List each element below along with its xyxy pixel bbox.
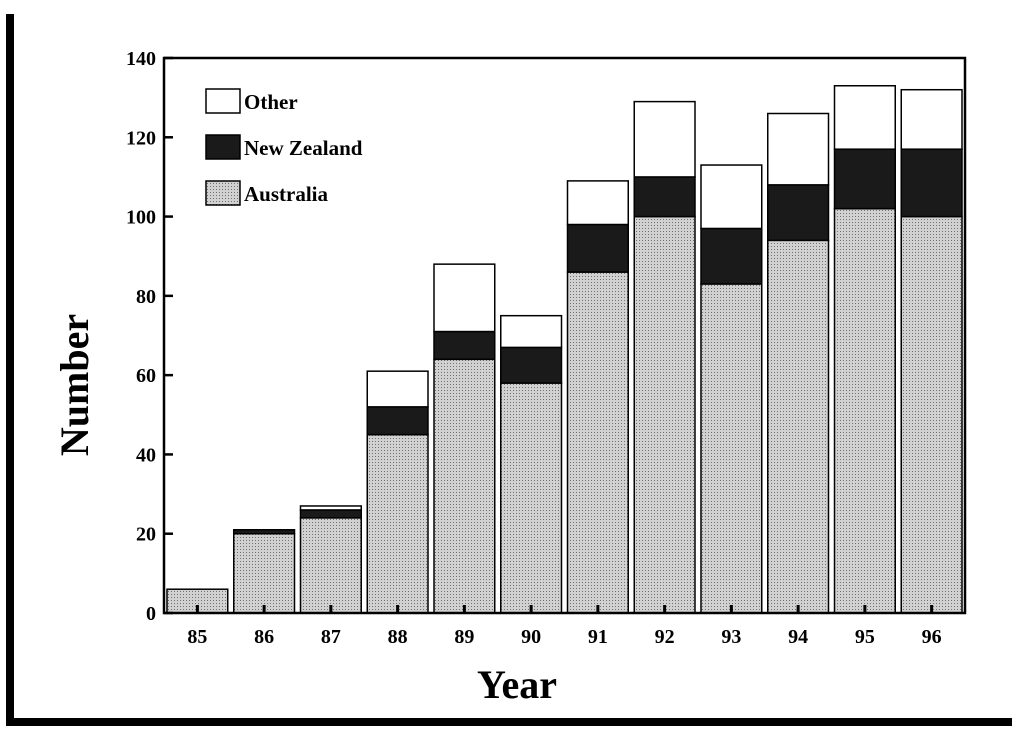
frame-bottom-border <box>6 718 1012 726</box>
x-tick-label-92: 92 <box>655 626 675 648</box>
bar-shade-australia-90 <box>500 383 562 613</box>
bar-other-94 <box>767 112 830 186</box>
bar-australia-96 <box>900 215 963 614</box>
bar-new-zealand-87 <box>299 509 362 519</box>
bar-new-zealand-92 <box>633 176 696 218</box>
bar-other-88 <box>366 370 429 408</box>
x-tick-label-93: 93 <box>721 626 741 648</box>
y-tick-label-60: 60 <box>136 365 156 387</box>
bar-shade-australia-93 <box>701 283 762 613</box>
frame-left-border <box>6 14 14 726</box>
bar-shade-australia-89 <box>434 359 495 613</box>
bar-other-93 <box>700 164 763 230</box>
bar-shade-australia-88 <box>367 434 428 613</box>
bar-other-92 <box>633 100 696 178</box>
x-tick-label-88: 88 <box>388 626 408 648</box>
bar-shade-australia-95 <box>834 208 896 613</box>
bar-new-zealand-90 <box>500 346 563 384</box>
bar-other-95 <box>833 85 896 150</box>
bar-other-90 <box>500 314 563 349</box>
bar-australia-88 <box>366 433 429 614</box>
bar-australia-89 <box>433 358 496 614</box>
bar-new-zealand-95 <box>833 148 896 210</box>
x-tick-label-86: 86 <box>254 626 274 648</box>
bar-shade-australia-86 <box>233 533 295 613</box>
bar-new-zealand-89 <box>433 330 496 361</box>
y-axis-ticks: 0 20 40 60 80 100 120 140 <box>126 48 173 625</box>
legend-swatch-shade-australia <box>206 181 240 205</box>
bar-australia-95 <box>833 207 896 614</box>
y-axis-title: Number <box>52 314 97 456</box>
bar-other-89 <box>433 263 496 333</box>
x-tick-label-95: 95 <box>855 626 875 648</box>
y-tick-label-20: 20 <box>136 524 156 546</box>
bar-australia-93 <box>700 283 763 614</box>
x-tick-label-89: 89 <box>454 626 474 648</box>
y-tick-label-80: 80 <box>136 286 156 308</box>
bar-shade-australia-87 <box>300 517 362 613</box>
bar-australia-94 <box>767 239 830 614</box>
x-tick-label-91: 91 <box>588 626 608 648</box>
x-tick-label-85: 85 <box>187 626 207 648</box>
bar-australia-91 <box>566 271 629 614</box>
legend: Other New Zealand Australia <box>205 88 363 206</box>
y-tick-label-100: 100 <box>126 207 156 229</box>
bar-other-96 <box>900 88 963 150</box>
bar-new-zealand-94 <box>767 184 830 242</box>
bar-shade-australia-85 <box>167 589 228 613</box>
y-tick-label-120: 120 <box>126 127 156 149</box>
legend-swatch-new-zealand <box>205 134 241 160</box>
bar-shade-australia-96 <box>901 216 962 614</box>
bar-australia-90 <box>500 382 563 614</box>
bar-new-zealand-86 <box>233 529 296 535</box>
bar-shade-australia-92 <box>634 216 695 614</box>
bar-australia-86 <box>233 532 296 614</box>
legend-swatch-other <box>205 88 241 114</box>
plot-area-frame <box>162 56 967 615</box>
bar-new-zealand-88 <box>366 406 429 436</box>
bar-australia-92 <box>633 215 696 614</box>
x-axis-title: Year <box>477 662 557 707</box>
x-tick-label-90: 90 <box>521 626 541 648</box>
x-tick-label-96: 96 <box>922 626 942 648</box>
legend-label-other: Other <box>244 90 298 114</box>
x-axis-ticks: 85 86 87 88 89 90 91 92 93 94 95 96 <box>187 605 942 648</box>
y-tick-label-140: 140 <box>126 48 156 70</box>
legend-swatch-australia <box>205 180 241 206</box>
x-tick-label-94: 94 <box>788 626 808 648</box>
bar-shade-australia-94 <box>767 240 829 613</box>
bar-shade-australia-91 <box>567 272 629 613</box>
y-tick-label-0: 0 <box>146 603 156 625</box>
bar-other-87 <box>299 505 362 511</box>
bar-other-91 <box>566 180 629 226</box>
bar-new-zealand-91 <box>566 223 629 273</box>
bars-group <box>166 85 963 614</box>
bar-new-zealand-96 <box>900 148 963 218</box>
legend-label-australia: Australia <box>244 182 329 206</box>
y-tick-label-40: 40 <box>136 444 156 466</box>
legend-label-new-zealand: New Zealand <box>244 136 363 160</box>
x-tick-label-87: 87 <box>321 626 341 648</box>
bar-new-zealand-93 <box>700 227 763 285</box>
